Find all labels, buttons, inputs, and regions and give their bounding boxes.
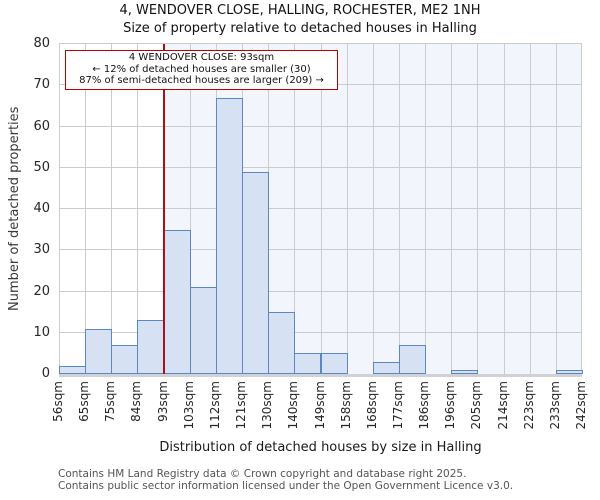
gridline-vertical xyxy=(451,44,453,374)
gridline-vertical xyxy=(581,44,582,374)
histogram-bar xyxy=(320,353,348,374)
x-tick-label: 223sqm xyxy=(521,381,536,430)
chart-title: 4, WENDOVER CLOSE, HALLING, ROCHESTER, M… xyxy=(119,3,481,18)
x-tick-label: 149sqm xyxy=(312,381,327,430)
gridline-vertical xyxy=(59,44,60,374)
gridline-vertical xyxy=(111,44,113,374)
chart-subtitle: Size of property relative to detached ho… xyxy=(123,21,477,36)
gridline-vertical xyxy=(398,44,400,374)
x-tick-label: 112sqm xyxy=(207,381,222,430)
gridline-horizontal xyxy=(59,43,582,44)
y-tick-label: 70 xyxy=(33,77,50,93)
property-size-marker-line xyxy=(162,44,165,374)
x-tick-label: 186sqm xyxy=(417,381,432,430)
histogram-bar xyxy=(372,361,400,374)
gridline-vertical xyxy=(189,44,191,374)
x-tick-label: 75sqm xyxy=(103,381,118,422)
x-tick-label: 65sqm xyxy=(77,381,92,422)
y-tick-label: 50 xyxy=(33,159,50,175)
annotation-larger-line: 87% of semi-detached houses are larger (… xyxy=(79,75,324,86)
histogram-bar xyxy=(398,345,427,374)
histogram-bar xyxy=(163,229,191,374)
gridline-vertical xyxy=(85,44,87,374)
x-tick-label: 93sqm xyxy=(155,381,170,422)
gridline-vertical xyxy=(294,44,296,374)
gridline-vertical xyxy=(425,44,427,374)
x-axis-label: Distribution of detached houses by size … xyxy=(159,440,482,455)
x-tick-label: 177sqm xyxy=(390,381,405,430)
x-tick-label: 84sqm xyxy=(129,381,144,422)
footer: Contains HM Land Registry data © Crown c… xyxy=(58,468,514,492)
gridline-vertical xyxy=(372,44,374,374)
histogram-bar xyxy=(85,328,113,374)
histogram-bar xyxy=(555,369,583,374)
histogram-bar xyxy=(137,320,165,374)
y-tick-label: 30 xyxy=(33,242,50,258)
histogram-bar xyxy=(189,287,217,374)
histogram-bar xyxy=(111,345,139,374)
x-tick-label: 233sqm xyxy=(547,381,562,430)
x-tick-label: 205sqm xyxy=(469,381,484,430)
y-tick-label: 0 xyxy=(41,366,50,381)
x-axis-spine xyxy=(59,374,582,377)
gridline-vertical xyxy=(529,44,531,374)
y-tick-label: 10 xyxy=(33,324,50,340)
x-tick-label: 168sqm xyxy=(364,381,379,430)
x-tick-label: 121sqm xyxy=(234,381,249,430)
footer-copyright-line: Contains HM Land Registry data © Crown c… xyxy=(58,468,467,480)
gridline-vertical xyxy=(503,44,505,374)
annotation-property-line: 4 WENDOVER CLOSE: 93sqm xyxy=(128,52,275,63)
gridline-vertical xyxy=(555,44,557,374)
x-tick-label: 56sqm xyxy=(51,381,65,422)
footer-licence-line: Contains public sector information licen… xyxy=(58,479,514,492)
x-tick-label: 130sqm xyxy=(260,381,275,430)
x-tick-label: 242sqm xyxy=(574,381,588,430)
histogram-bar xyxy=(451,369,479,374)
x-tick-label: 158sqm xyxy=(338,381,353,430)
histogram-bar xyxy=(268,312,296,374)
x-tick-label: 214sqm xyxy=(495,381,510,430)
y-tick-label: 60 xyxy=(33,118,50,134)
x-tick-label: 196sqm xyxy=(443,381,458,430)
y-tick-label: 40 xyxy=(33,201,50,216)
histogram-bar xyxy=(59,365,87,374)
gridline-vertical xyxy=(137,44,139,374)
histogram-bar xyxy=(215,97,244,374)
gridline-vertical xyxy=(320,44,322,374)
histogram-bar xyxy=(242,171,270,374)
gridline-vertical xyxy=(346,44,348,374)
x-tick-label: 140sqm xyxy=(286,381,301,430)
y-tick-label: 20 xyxy=(33,283,50,299)
plot-area xyxy=(59,43,583,377)
gridline-vertical xyxy=(477,44,479,374)
histogram-bar xyxy=(294,353,322,374)
y-tick-label: 80 xyxy=(33,36,50,51)
annotation-smaller-line: ← 12% of detached houses are smaller (30… xyxy=(92,63,311,75)
x-tick-label: 103sqm xyxy=(181,381,196,430)
annotation-box: 4 WENDOVER CLOSE: 93sqm ← 12% of detache… xyxy=(65,50,338,90)
